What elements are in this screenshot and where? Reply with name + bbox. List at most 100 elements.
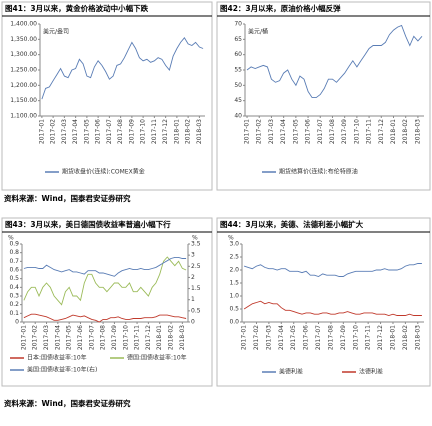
x-tick-label: 2017-07 [88, 325, 95, 350]
x-tick-label: 2017-03 [268, 119, 275, 144]
x-tick-label: 2017-12 [378, 119, 385, 144]
panel [216, 1, 431, 191]
x-tick-label: 2017-03 [265, 325, 272, 350]
unit-label: 美元/盎司 [43, 28, 69, 36]
y-tick-label: 0.4 [9, 284, 19, 291]
x-tick-label: 2017-01 [244, 119, 251, 144]
y-tick-label: 1,200.00 [10, 82, 37, 89]
x-tick-label: 2017-09 [111, 325, 118, 350]
x-tick-label: 2017-07 [106, 119, 113, 144]
legend-label: 期货结算价(连续):布伦特原油 [279, 168, 358, 176]
x-tick-label: 2017-12 [377, 325, 384, 350]
chart-title: 图41：3月以来，黄金价格波动中小幅下跌 [5, 3, 149, 13]
x-tick-label: 2018-02 [185, 119, 192, 144]
series-line [246, 24, 423, 99]
x-tick-label: 2017-11 [151, 119, 158, 144]
legend-label: 法德利差 [359, 368, 383, 376]
x-tick-label: 2017-10 [122, 325, 129, 350]
y-tick-label: 1.0 [229, 293, 239, 300]
y-tick-label: 2.5 [229, 254, 239, 261]
x-tick-label: 2017-07 [315, 325, 322, 350]
x-tick-label: 2017-02 [50, 119, 57, 144]
x-tick-label: 2017-04 [278, 325, 285, 350]
x-tick-label: 2017-03 [43, 325, 50, 350]
x-tick-label: 2018-02 [402, 325, 409, 350]
x-tick-label: 2017-09 [128, 119, 135, 144]
x-tick-label: 2017-08 [117, 119, 124, 144]
unit-label: % [192, 235, 198, 242]
y-tick-label: 0.0 [229, 319, 239, 326]
legend-label: 美国:国债收益率:10年(右) [27, 366, 97, 374]
x-tick-label: 2017-12 [162, 119, 169, 144]
x-tick-label: 2017-05 [83, 119, 90, 144]
y-tick-label: 2.5 [191, 263, 201, 270]
x-tick-label: 2018-03 [414, 325, 421, 350]
y-tick-label: 40 [234, 113, 242, 120]
x-tick-label: 2017-01 [38, 119, 45, 144]
y-tick-label: 1,350.00 [10, 36, 37, 43]
x-tick-label: 2017-06 [77, 325, 84, 350]
source: 资料来源：Wind，国泰君安证券研究 [4, 193, 131, 203]
x-tick-label: 2017-10 [140, 119, 147, 144]
x-tick-label: 2017-06 [305, 119, 312, 144]
series-line [23, 256, 187, 277]
x-tick-label: 2017-09 [341, 119, 348, 144]
panel [1, 1, 213, 191]
y-tick-label: 0.7 [9, 258, 19, 265]
series-line [23, 313, 187, 323]
x-tick-label: 2017-09 [340, 325, 347, 350]
x-tick-label: 2017-07 [317, 119, 324, 144]
x-tick-label: 2017-10 [352, 325, 359, 350]
x-tick-label: 2018-03 [179, 325, 186, 350]
series-line [23, 256, 187, 306]
x-tick-label: 2017-03 [61, 119, 68, 144]
chart-title: 图43：3月以来，美日德国债收益率普遍小幅下行 [5, 219, 171, 229]
y-tick-label: 0.5 [9, 275, 19, 282]
x-tick-label: 2017-01 [241, 325, 248, 350]
x-tick-label: 2017-05 [292, 119, 299, 144]
x-tick-label: 2017-02 [253, 325, 260, 350]
y-tick-label: 0 [15, 319, 19, 326]
y-tick-label: 0.5 [229, 306, 239, 313]
panel [1, 217, 213, 387]
y-tick-label: 60 [234, 51, 242, 58]
x-tick-label: 2017-04 [280, 119, 287, 144]
y-tick-label: 1,300.00 [10, 51, 37, 58]
y-tick-label: 0.8 [9, 249, 19, 256]
unit-label: % [228, 235, 234, 242]
chart-title: 图44：3月以来，美德、法德利差小幅扩大 [220, 219, 364, 229]
x-tick-label: 2017-10 [353, 119, 360, 144]
x-tick-label: 2017-02 [32, 325, 39, 350]
x-tick-label: 2018-03 [196, 119, 203, 144]
x-tick-label: 2018-01 [173, 119, 180, 144]
series-line [41, 37, 204, 100]
y-tick-label: 0.6 [9, 267, 19, 274]
x-tick-label: 2017-12 [145, 325, 152, 350]
x-tick-label: 2017-05 [290, 325, 297, 350]
y-tick-label: 70 [234, 21, 242, 28]
y-tick-label: 65 [234, 36, 242, 43]
x-tick-label: 2017-11 [365, 325, 372, 350]
y-tick-label: 1,150.00 [10, 97, 37, 104]
panel [216, 217, 431, 387]
y-tick-label: 3.5 [191, 241, 201, 248]
legend-label: 美德利差 [279, 368, 303, 376]
x-tick-label: 2017-05 [66, 325, 73, 350]
x-tick-label: 2018-01 [389, 325, 396, 350]
y-tick-label: 1,100.00 [10, 113, 37, 120]
x-tick-label: 2017-04 [72, 119, 79, 144]
y-tick-label: 50 [234, 82, 242, 89]
series-line [243, 300, 422, 316]
y-tick-label: 3.0 [229, 241, 239, 248]
x-tick-label: 2017-08 [100, 325, 107, 350]
y-tick-label: 2.0 [229, 267, 239, 274]
y-tick-label: 3 [191, 252, 195, 259]
legend-label: 德国:国债收益率:10年 [127, 354, 187, 362]
y-tick-label: 0.9 [9, 241, 19, 248]
y-tick-label: 45 [234, 97, 242, 104]
y-tick-label: 1,250.00 [10, 67, 37, 74]
legend-label: 期货收盘价(连续):COMEX黄金 [62, 168, 145, 176]
x-tick-label: 2018-02 [168, 325, 175, 350]
x-tick-label: 2017-06 [95, 119, 102, 144]
